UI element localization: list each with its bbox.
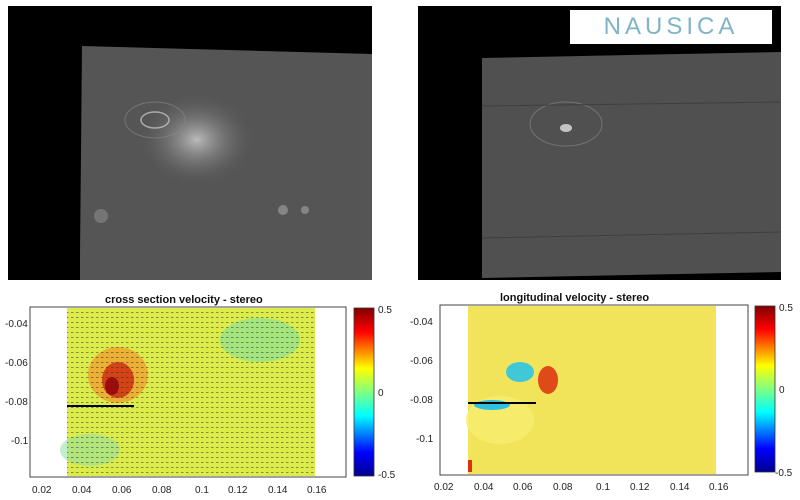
longitudinal-plot (439, 304, 776, 476)
x-tick-right: 0.08 (553, 482, 573, 493)
x-tick-left: 0.12 (228, 485, 248, 496)
colorbar-tick-left: 0.5 (378, 305, 392, 316)
colorbar-tick-right: 0.5 (779, 303, 793, 314)
vortex-region-cool (506, 362, 534, 382)
y-tick-right: -0.08 (410, 395, 433, 406)
y-tick-left: -0.04 (5, 319, 28, 330)
plot-title-cross-section: cross section velocity - stereo (105, 294, 263, 306)
x-tick-left: 0.14 (268, 485, 288, 496)
y-tick-left: -0.1 (11, 436, 29, 447)
cross-section-colorbar (353, 307, 375, 477)
x-tick-right: 0.02 (434, 482, 454, 493)
x-tick-right: 0.12 (630, 482, 650, 493)
camera-image-right-graphic (481, 52, 781, 278)
x-tick-right: 0.1 (596, 482, 610, 493)
plot-title-longitudinal: longitudinal velocity - stereo (500, 292, 650, 304)
x-tick-right: 0.16 (709, 482, 729, 493)
x-tick-left: 0.06 (112, 485, 132, 496)
longitudinal-field (468, 306, 716, 474)
cross-section-plot (29, 306, 375, 478)
y-tick-left: -0.08 (5, 397, 28, 408)
x-tick-right: 0.04 (474, 482, 494, 493)
y-tick-left: -0.06 (5, 358, 28, 369)
colorbar-tick-right: 0 (779, 385, 785, 396)
nausica-logo: NAUSICA (570, 10, 772, 44)
x-tick-right: 0.14 (670, 482, 690, 493)
y-tick-right: -0.04 (410, 317, 433, 328)
x-tick-left: 0.1 (195, 485, 209, 496)
colorbar-tick-left: -0.5 (378, 470, 396, 481)
x-tick-left: 0.08 (152, 485, 172, 496)
x-tick-left: 0.16 (307, 485, 327, 496)
vortex-region-hot (538, 366, 558, 394)
x-tick-left: 0.02 (32, 485, 52, 496)
longitudinal-colorbar (754, 305, 776, 473)
colorbar-tick-left: 0 (378, 388, 384, 399)
camera-image-right (418, 6, 781, 280)
x-tick-right: 0.06 (513, 482, 533, 493)
colorbar-tick-right: -0.5 (775, 468, 793, 479)
x-tick-left: 0.04 (72, 485, 92, 496)
y-tick-right: -0.06 (410, 356, 433, 367)
logo-text: NAUSICA (603, 13, 739, 40)
y-tick-right: -0.1 (416, 434, 434, 445)
camera-image-left-graphic (80, 46, 372, 280)
camera-image-left (8, 6, 372, 280)
